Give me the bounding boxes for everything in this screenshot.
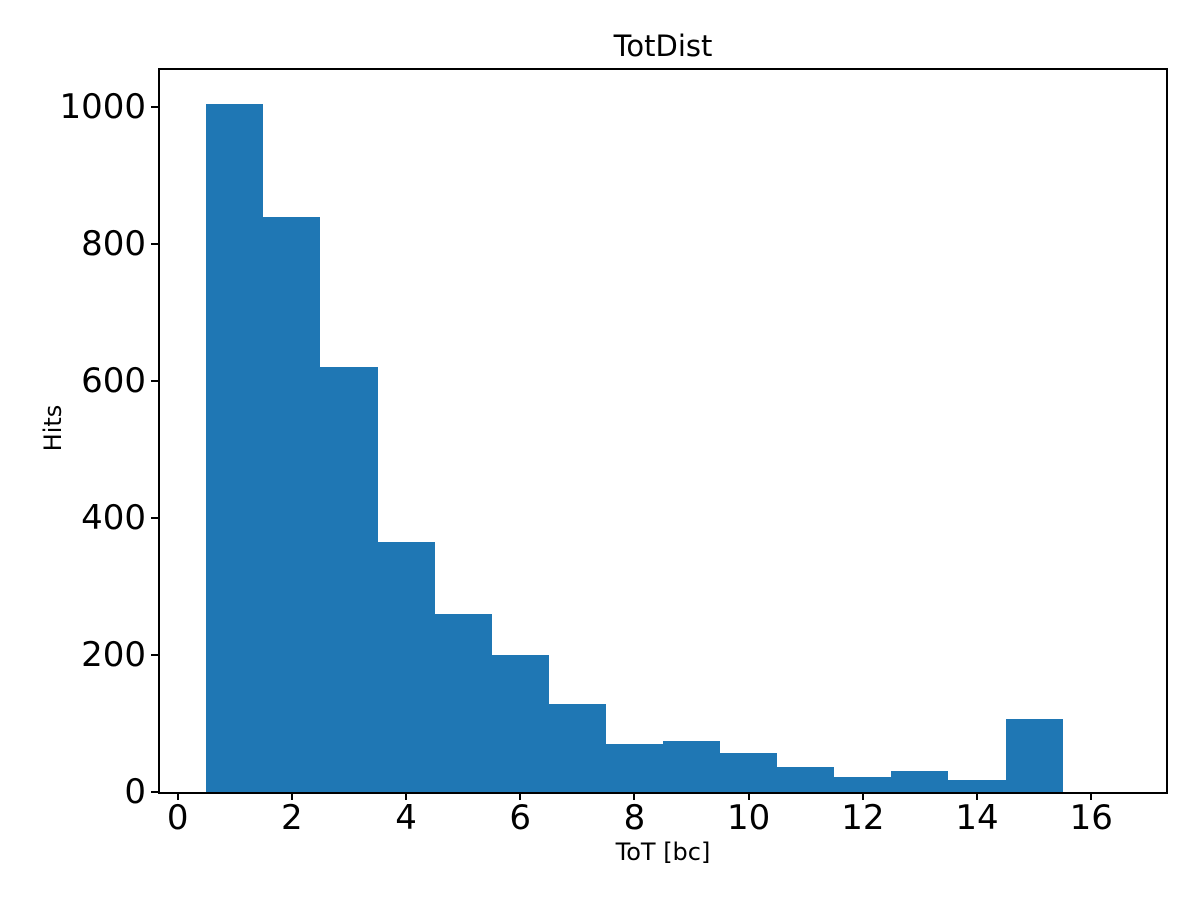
histogram-bar bbox=[320, 367, 378, 792]
chart-title: TotDist bbox=[613, 29, 713, 63]
x-tick-mark bbox=[176, 794, 179, 800]
y-tick-label: 800 bbox=[81, 223, 146, 264]
x-tick-label: 12 bbox=[841, 798, 885, 838]
y-tick-mark bbox=[151, 791, 158, 793]
y-tick-label: 1000 bbox=[59, 86, 146, 127]
histogram-bar bbox=[891, 771, 948, 792]
y-tick-mark bbox=[151, 105, 158, 108]
histogram-bar bbox=[435, 614, 492, 792]
x-axis-label: ToT [bc] bbox=[615, 838, 711, 866]
histogram-bar bbox=[777, 767, 834, 792]
histogram-bar bbox=[606, 744, 663, 792]
x-tick-label: 14 bbox=[955, 798, 999, 838]
histogram-bar bbox=[663, 741, 720, 792]
y-tick-label: 0 bbox=[124, 772, 146, 812]
histogram-bar bbox=[549, 704, 606, 792]
plot-area bbox=[158, 68, 1168, 794]
x-tick-label: 4 bbox=[395, 798, 417, 838]
x-tick-label: 16 bbox=[1069, 798, 1113, 838]
y-tick-mark bbox=[151, 379, 158, 382]
x-tick-mark bbox=[747, 794, 750, 800]
y-tick-label: 600 bbox=[81, 360, 146, 401]
histogram-bar bbox=[1006, 719, 1063, 792]
x-tick-label: 10 bbox=[727, 798, 771, 838]
x-tick-label: 0 bbox=[166, 798, 189, 838]
histogram-bar bbox=[263, 217, 320, 792]
y-tick-label: 200 bbox=[81, 634, 146, 675]
y-tick-label: 400 bbox=[81, 497, 146, 538]
y-tick-mark bbox=[151, 242, 158, 245]
x-tick-mark bbox=[290, 794, 293, 800]
x-tick-mark bbox=[976, 794, 979, 800]
x-tick-mark bbox=[405, 794, 408, 800]
x-tick-mark bbox=[1090, 794, 1093, 800]
x-tick-mark bbox=[633, 794, 636, 800]
histogram-bar bbox=[948, 780, 1006, 792]
x-tick-label: 8 bbox=[623, 798, 646, 838]
y-axis-label: Hits bbox=[38, 404, 67, 452]
x-tick-label: 2 bbox=[281, 798, 303, 838]
y-tick-mark bbox=[151, 516, 158, 519]
histogram-bar bbox=[378, 542, 435, 792]
histogram-bar bbox=[720, 753, 777, 792]
histogram-bar bbox=[492, 655, 549, 792]
x-tick-label: 6 bbox=[509, 798, 532, 838]
y-tick-mark bbox=[151, 653, 158, 656]
histogram-bar bbox=[834, 777, 891, 792]
histogram-bar bbox=[206, 104, 263, 792]
x-tick-mark bbox=[861, 794, 864, 800]
x-tick-mark bbox=[519, 794, 522, 800]
